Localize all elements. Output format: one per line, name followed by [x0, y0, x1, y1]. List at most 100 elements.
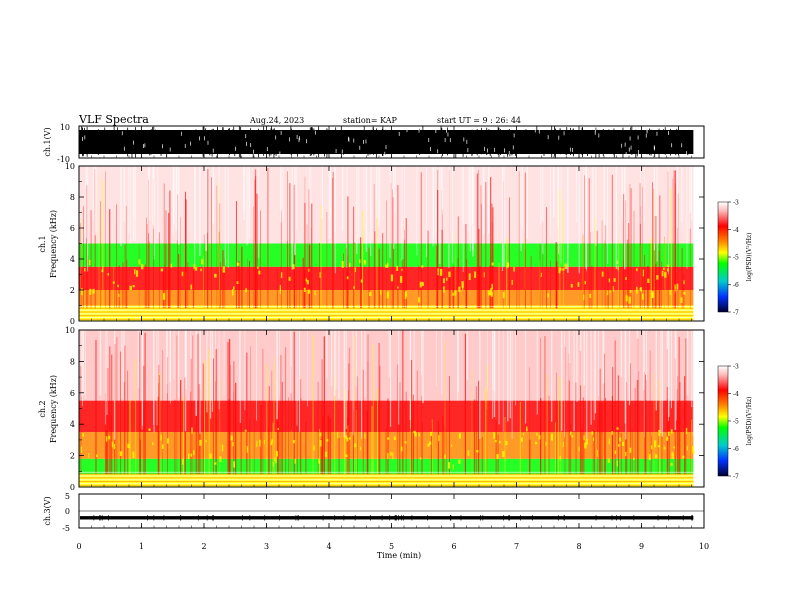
ch2-spec-burst	[319, 432, 322, 437]
ch2-spec-burst	[326, 439, 329, 442]
ch2-spec-burst	[670, 462, 673, 466]
ch1-spec-burst	[107, 272, 110, 276]
ch1-spec-burst	[506, 262, 510, 267]
ch1-spec-burst	[474, 271, 477, 278]
ch1-spec-burst	[506, 265, 509, 268]
ch2-spec-burst	[190, 453, 193, 457]
ch2-spec-burst	[167, 438, 169, 444]
ch1-spec-burst	[390, 274, 394, 282]
ch1-spec-burst	[490, 288, 493, 296]
ch1-spec-burst	[636, 268, 638, 272]
ch1-freq-tick-label: 8	[70, 193, 75, 202]
ch2-spec-burst	[616, 460, 618, 467]
ch1-spec-burst	[280, 272, 283, 279]
ch2-spec-burst	[353, 443, 357, 448]
ch2-spec-burst	[182, 458, 184, 465]
ch1-spec-burst	[461, 281, 464, 288]
ch2-spec-burst	[113, 444, 116, 449]
ch1-freq-tick-label: 4	[70, 255, 75, 264]
time-axis-ticks: 0 1 2 3 4 5 6 7 8 9 10	[76, 126, 709, 551]
ch2-spec-burst	[337, 431, 339, 439]
ch1-spec-burst	[439, 269, 443, 276]
ch2-spec-burst	[607, 458, 610, 463]
ch1-spec-burst	[222, 266, 226, 273]
colorbar-ch1: -3 -4 -5 -6 -7 log(PSD)(V²/Hz)	[717, 200, 753, 317]
ch2-spec-channel-label: ch.2	[38, 400, 47, 417]
ch2-spec-burst	[584, 442, 587, 449]
ch2-spec-burst	[277, 427, 279, 431]
ch1-spec-burst	[468, 273, 471, 281]
ch1-spec-burst	[88, 259, 91, 266]
ch1-spec-burst	[647, 278, 650, 284]
ch1-spec-burst	[564, 263, 567, 270]
ch2-spec-frequency-label: Frequency (kHz)	[49, 375, 58, 443]
ch1-spec-burst	[601, 271, 604, 277]
ch2-spec-burst	[219, 456, 222, 462]
ch2-spec-burst	[444, 454, 446, 459]
ch2-spec-burst	[467, 450, 470, 456]
ch2-spec-burst	[569, 431, 572, 436]
ch2-spec-burst	[670, 429, 673, 434]
ch1-spec-burst	[214, 273, 217, 278]
ch1-spec-burst	[170, 263, 173, 268]
ch1-spec-burst	[560, 267, 562, 271]
ch1-spec-burst	[396, 265, 399, 272]
ch1-spec-burst	[483, 272, 485, 278]
colorbar-ch1-ticks: -3 -4 -5 -6 -7	[728, 200, 739, 317]
ch2-spec-burst	[614, 450, 616, 455]
ch3-waveform-band	[80, 516, 694, 520]
ch1-spec-burst	[84, 268, 86, 272]
ch1-spec-burst	[547, 293, 550, 298]
ch1-spec-burst	[511, 280, 513, 285]
ch2-spec-burst	[221, 444, 224, 452]
ch2-spec-burst	[392, 452, 394, 460]
ch2-spec-burst	[650, 445, 653, 450]
ch2-spec-burst	[292, 440, 295, 444]
ch2-spec-burst	[686, 445, 688, 451]
ch2-spec-burst	[502, 450, 505, 458]
ch1-spec-burst	[134, 269, 136, 275]
ch2-spec-burst	[275, 451, 278, 457]
ch1-spec-band	[79, 305, 694, 321]
time-axis-label: Time (min)	[377, 551, 421, 560]
ch1-spec-burst	[360, 279, 363, 283]
ch1-spec-burst	[292, 264, 295, 270]
ch1-freq-tick-label: 6	[70, 224, 75, 233]
colorbar-ch2-label: log(PSD)(V²/Hz)	[746, 397, 753, 446]
ch2-spec-burst	[494, 439, 497, 443]
ch1-spec-burst	[354, 267, 356, 272]
ch2-spec-burst	[346, 437, 349, 442]
ch1-spec-burst	[448, 271, 451, 278]
ch2-spec-burst	[88, 453, 90, 458]
ch2-spec-burst	[496, 453, 499, 460]
ch2-spec-burst	[667, 431, 670, 437]
ch2-spec-burst	[451, 444, 453, 447]
ch2-spec-burst	[428, 441, 432, 445]
ch2-spec-burst	[562, 441, 564, 447]
ch2-spec-burst	[271, 439, 274, 443]
ch1-spec-burst	[404, 292, 407, 300]
ch1-spec-burst	[236, 281, 239, 284]
ch1-spec-burst	[661, 270, 664, 277]
ch1-axis-label: ch.1(V)	[43, 127, 52, 156]
colorbar-ch2-tick-label: -7	[733, 474, 739, 481]
ch2-spec-burst	[608, 438, 610, 445]
ch2-spec-burst	[429, 431, 432, 436]
ch1-spec-burst	[669, 289, 671, 295]
ch2-spec-burst	[148, 428, 151, 431]
ch1-spec-burst	[570, 283, 573, 288]
ch1-freq-tick-label: 0	[70, 317, 75, 326]
ch2-spec-burst	[95, 454, 98, 457]
ch1-spec-burst	[353, 286, 355, 289]
ch2-spec-burst	[160, 434, 162, 441]
ch1-spec-burst	[314, 290, 316, 296]
ch1-spec-burst	[135, 270, 139, 277]
ch1-spec-burst	[401, 268, 403, 272]
ch2-spec-burst	[232, 442, 234, 447]
ch2-spec-burst	[625, 451, 627, 457]
ch1-spec-burst	[117, 284, 119, 288]
ch2-spec-burst	[418, 432, 420, 437]
ch2-spec-burst	[105, 436, 108, 442]
ch1-spec-burst	[583, 294, 585, 301]
ch2-spec-burst	[393, 436, 396, 441]
